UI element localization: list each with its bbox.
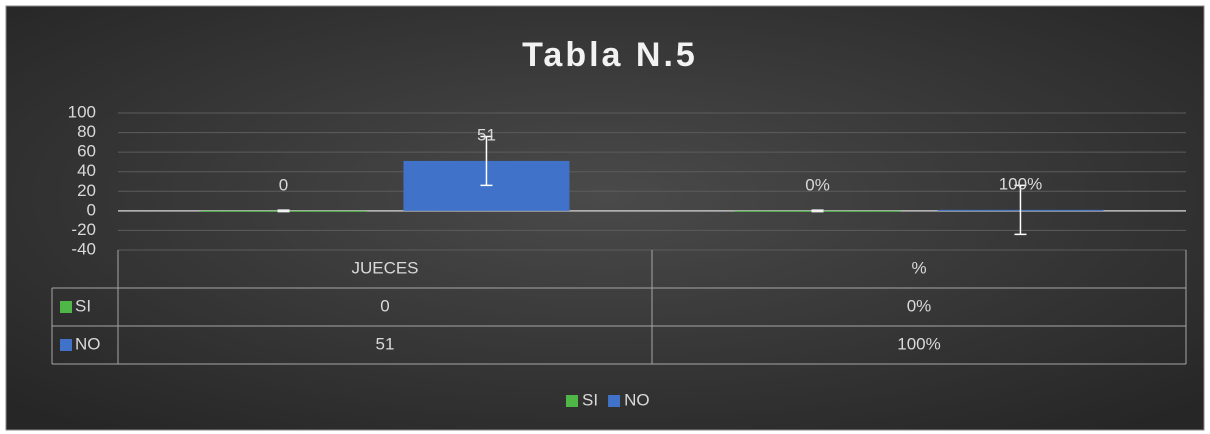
table-legend-key [60,339,72,351]
data-label: 0% [805,175,830,194]
legend-label: SI [582,390,598,409]
legend-key [566,395,578,407]
y-tick-label: 0 [87,200,96,219]
table-cell: 0% [907,296,932,315]
chart-background [5,5,1205,431]
zero-marker [277,209,290,213]
legend-key [608,395,621,407]
y-tick-label: 60 [77,142,96,161]
legend-label: NO [624,390,650,409]
error-bar [480,135,493,187]
y-tick-label: 100 [68,102,96,121]
table-grid [51,250,1187,365]
y-tick-label: -40 [71,239,96,258]
table-series-name: NO [75,334,101,353]
table-cell: 0 [380,296,389,315]
y-tick-label: 20 [77,181,96,200]
table-cell: 100% [897,334,940,353]
table-legend-key [60,301,72,313]
y-tick-label: 40 [77,161,96,180]
x-tick-label: JUECES [351,258,418,277]
chart-title: Tabla N.5 [522,36,698,74]
table-series-name: SI [75,296,91,315]
data-label: 51 [477,125,496,144]
error-bar [1014,184,1027,236]
data-label: 0 [279,175,288,194]
y-tick-label: -20 [71,220,96,239]
data-label: 100% [999,174,1042,193]
zero-marker [811,209,824,213]
y-tick-label: 80 [77,122,96,141]
x-tick-label: % [911,258,926,277]
table-cell: 51 [376,334,395,353]
